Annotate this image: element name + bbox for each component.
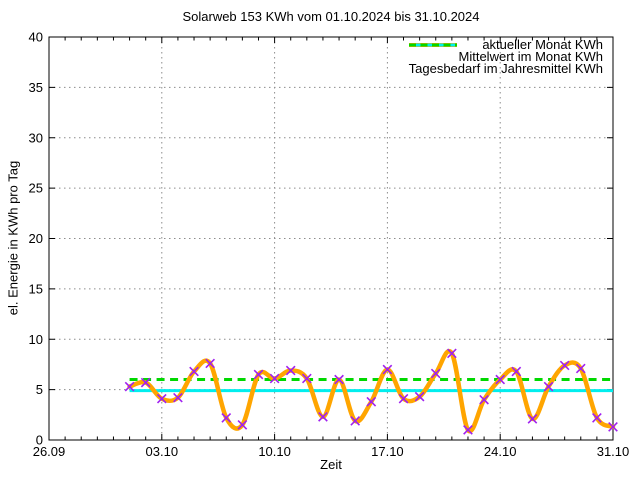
y-tick-label: 40 bbox=[29, 30, 43, 45]
y-tick-label: 10 bbox=[29, 332, 43, 347]
legend-label: Mittelwert im Monat KWh bbox=[458, 49, 603, 64]
legend-label: aktueller Monat KWh bbox=[482, 37, 603, 52]
data-point-x-marker bbox=[527, 413, 538, 424]
legend: aktueller Monat KWh Mittelwert im Monat K… bbox=[408, 37, 610, 76]
y-tick-label: 20 bbox=[29, 231, 43, 246]
data-point-x-marker bbox=[446, 348, 457, 359]
data-point-x-marker bbox=[495, 374, 506, 385]
data-point-x-marker bbox=[205, 358, 216, 369]
chart-title: Solarweb 153 KWh vom 01.10.2024 bis 31.1… bbox=[182, 9, 480, 24]
data-point-x-marker bbox=[318, 411, 328, 422]
legend-line-sample bbox=[408, 43, 457, 47]
x-tick-label: 31.10 bbox=[597, 444, 630, 459]
x-tick-label: 03.10 bbox=[146, 444, 179, 459]
data-point-x-marker bbox=[253, 369, 264, 380]
x-tick-label: 10.10 bbox=[258, 444, 291, 459]
x-axis-title: Zeit bbox=[320, 457, 342, 472]
y-tick-label: 30 bbox=[29, 130, 43, 145]
data-point-x-marker bbox=[575, 363, 586, 374]
data-point-x-marker bbox=[237, 420, 248, 430]
y-tick-label: 35 bbox=[29, 80, 43, 95]
data-point-x-marker bbox=[301, 373, 312, 384]
legend-item: Tagesbedarf im Jahresmittel KWh bbox=[408, 43, 610, 76]
data-point-x-marker bbox=[463, 425, 473, 435]
data-point-x-marker bbox=[592, 412, 602, 423]
data-point-x-marker bbox=[269, 373, 280, 384]
data-point-x-marker bbox=[430, 368, 441, 379]
data-point-x-marker bbox=[366, 396, 377, 407]
data-point-x-marker bbox=[285, 365, 296, 376]
data-point-x-marker bbox=[156, 393, 167, 404]
data-point-x-marker bbox=[382, 364, 393, 375]
x-tick-label: 24.10 bbox=[484, 444, 517, 459]
data-point-x-marker bbox=[398, 393, 409, 404]
data-point-x-marker bbox=[479, 394, 489, 405]
x-tick-label: 26.09 bbox=[33, 444, 66, 459]
data-point-x-marker bbox=[334, 374, 344, 385]
y-tick-label: 0 bbox=[36, 433, 43, 448]
data-point-x-marker bbox=[559, 360, 570, 371]
data-point-x-marker bbox=[511, 366, 522, 377]
data-point-x-marker bbox=[543, 381, 554, 392]
y-axis-title: el. Energie in KWh pro Tag bbox=[5, 160, 21, 316]
data-point-x-marker bbox=[140, 377, 151, 388]
y-tick-label: 15 bbox=[29, 281, 43, 296]
data-point-x-marker bbox=[124, 381, 135, 392]
data-point-x-marker bbox=[221, 412, 232, 423]
data-point-x-marker bbox=[350, 415, 361, 426]
y-tick-label: 25 bbox=[29, 181, 43, 196]
data-point-x-marker bbox=[414, 391, 425, 402]
data-point-x-marker bbox=[608, 422, 618, 432]
y-tick-label: 5 bbox=[36, 382, 43, 397]
data-point-x-marker bbox=[189, 366, 199, 377]
x-tick-label: 17.10 bbox=[371, 444, 404, 459]
legend-label: Tagesbedarf im Jahresmittel KWh bbox=[408, 61, 603, 76]
data-point-x-marker bbox=[173, 392, 183, 403]
